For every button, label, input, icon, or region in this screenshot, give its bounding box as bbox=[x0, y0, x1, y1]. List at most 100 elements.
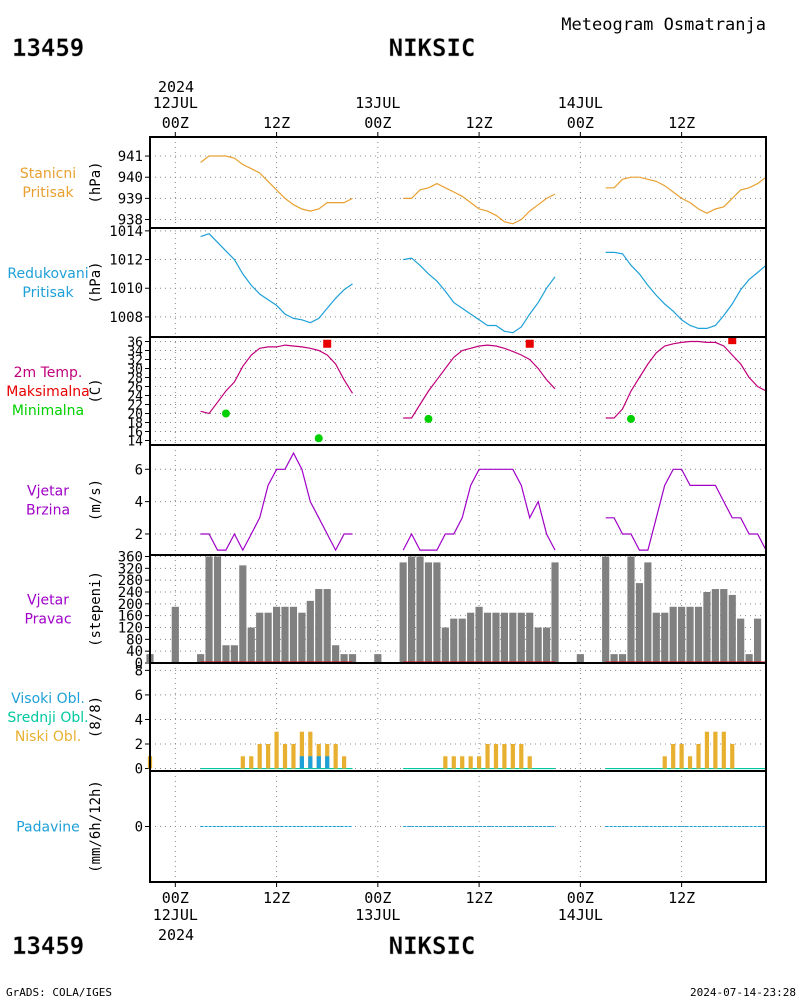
y-axis-unit-label: (m/s) bbox=[88, 479, 104, 521]
bottom-hour-label: 00Z bbox=[567, 889, 594, 907]
y-tick-label: 280 bbox=[118, 573, 143, 589]
render-timestamp: 2024-07-14-23:28 bbox=[690, 986, 796, 999]
direction-bar bbox=[264, 612, 272, 663]
y-tick-label: 14 bbox=[127, 435, 143, 450]
direction-bar bbox=[618, 654, 627, 663]
y-axis-unit-label: (8/8) bbox=[88, 696, 104, 738]
low-cloud-bar bbox=[291, 744, 296, 769]
tmax-marker bbox=[323, 339, 332, 348]
y-tick-label: 4 bbox=[135, 495, 143, 511]
low-cloud-bar bbox=[282, 744, 288, 769]
low-cloud-bar bbox=[476, 756, 482, 769]
low-cloud-bar bbox=[485, 744, 490, 769]
direction-bar bbox=[737, 618, 745, 663]
panel-label: Niski Obl. bbox=[15, 729, 81, 745]
panel-label: Srednji Obl. bbox=[7, 710, 88, 726]
panel-label: Vjetar bbox=[27, 484, 69, 500]
panel-reduced-pressure: 1008 1010 1012 1014 (hPa)Redukovani Pritisak bbox=[7, 224, 767, 338]
y-tick-label: 24 bbox=[127, 390, 143, 405]
tmax-marker bbox=[728, 336, 737, 345]
y-tick-label: 240 bbox=[118, 585, 143, 601]
direction-bar bbox=[458, 618, 466, 663]
direction-bar bbox=[669, 606, 677, 663]
series-line bbox=[403, 344, 556, 419]
direction-bar bbox=[239, 565, 247, 663]
station-id-bottom: 13459 bbox=[12, 932, 84, 960]
low-cloud-bar bbox=[468, 756, 473, 769]
panel-frame bbox=[149, 227, 767, 338]
direction-bar bbox=[644, 562, 652, 663]
low-cloud-bar bbox=[671, 744, 676, 769]
direction-bar bbox=[197, 654, 205, 663]
direction-bar bbox=[340, 654, 348, 663]
direction-bar bbox=[534, 627, 542, 663]
low-cloud-bar bbox=[341, 756, 347, 769]
top-hour-label: 12Z bbox=[466, 114, 493, 132]
panel-label: Vjetar bbox=[27, 593, 69, 609]
direction-bar bbox=[694, 606, 703, 663]
panel-clouds: 0 2 4 6 8 (8/8)Visoki Obl. Srednji Obl. Niski O… bbox=[7, 662, 767, 778]
low-cloud-bar bbox=[713, 731, 718, 769]
low-cloud-bar bbox=[502, 744, 507, 769]
direction-bar bbox=[652, 612, 660, 663]
bottom-day-label: 13JUL bbox=[355, 906, 400, 924]
bottom-hour-label: 12Z bbox=[466, 889, 493, 907]
direction-bar bbox=[551, 562, 559, 663]
direction-bar bbox=[635, 583, 644, 663]
y-axis-unit-label: (hPa) bbox=[88, 261, 104, 303]
top-day-label: 14JUL bbox=[558, 94, 603, 112]
direction-bar bbox=[517, 612, 525, 663]
low-cloud-bar bbox=[730, 744, 735, 769]
panel-wind-speed: 2 4 6 (m/s) Vjetar Brzina bbox=[26, 444, 767, 556]
y-tick-label: 160 bbox=[118, 609, 143, 625]
direction-bar bbox=[374, 654, 382, 663]
y-tick-label: 40 bbox=[126, 644, 143, 660]
direction-bar bbox=[213, 556, 222, 663]
panel-label: 2m Temp. bbox=[14, 365, 83, 381]
direction-bar bbox=[171, 606, 179, 663]
y-tick-label: 0 bbox=[135, 762, 143, 778]
y-tick-label: 320 bbox=[118, 561, 143, 577]
direction-bar bbox=[475, 606, 483, 663]
y-tick-label: 6 bbox=[135, 688, 143, 704]
top-hour-label: 12Z bbox=[263, 114, 290, 132]
y-axis-unit-label: (hPa) bbox=[88, 161, 104, 203]
y-tick-label: 200 bbox=[118, 597, 143, 613]
station-id-top: 13459 bbox=[12, 34, 84, 62]
low-cloud-bar bbox=[704, 731, 710, 769]
y-tick-label: 4 bbox=[135, 712, 143, 728]
bottom-day-label: 14JUL bbox=[558, 906, 603, 924]
y-tick-label: 1014 bbox=[109, 224, 143, 240]
bottom-hour-label: 00Z bbox=[364, 889, 391, 907]
y-tick-label: 18 bbox=[127, 417, 143, 432]
low-cloud-bar bbox=[527, 756, 532, 769]
y-axis-unit-label: (stepeni) bbox=[88, 571, 104, 647]
low-cloud-bar bbox=[249, 756, 254, 769]
y-tick-label: 939 bbox=[118, 191, 143, 207]
series-line bbox=[402, 468, 556, 551]
top-day-label: 13JUL bbox=[355, 94, 400, 112]
y-axis-unit-label: (mm/6h/12h) bbox=[88, 780, 104, 873]
high-cloud-bar bbox=[316, 756, 321, 769]
direction-bar bbox=[483, 612, 492, 663]
low-cloud-bar bbox=[266, 744, 271, 769]
direction-bar bbox=[256, 612, 264, 663]
station-name-bottom: NIKSIC bbox=[389, 932, 476, 960]
direction-bar bbox=[661, 612, 669, 663]
direction-bar bbox=[526, 612, 534, 663]
y-tick-label: 1010 bbox=[109, 281, 143, 297]
y-tick-label: 2 bbox=[135, 527, 143, 543]
y-tick-label: 941 bbox=[118, 149, 143, 165]
series-line bbox=[605, 251, 767, 329]
series-line bbox=[403, 257, 556, 334]
low-cloud-bar bbox=[721, 731, 726, 769]
direction-bar bbox=[509, 612, 517, 663]
low-cloud-bar bbox=[443, 756, 448, 769]
y-tick-label: 2 bbox=[135, 737, 143, 753]
direction-bar bbox=[230, 645, 238, 663]
direction-bar bbox=[323, 589, 331, 663]
low-cloud-bar bbox=[510, 744, 515, 769]
bottom-day-label: 12JUL bbox=[153, 906, 198, 924]
